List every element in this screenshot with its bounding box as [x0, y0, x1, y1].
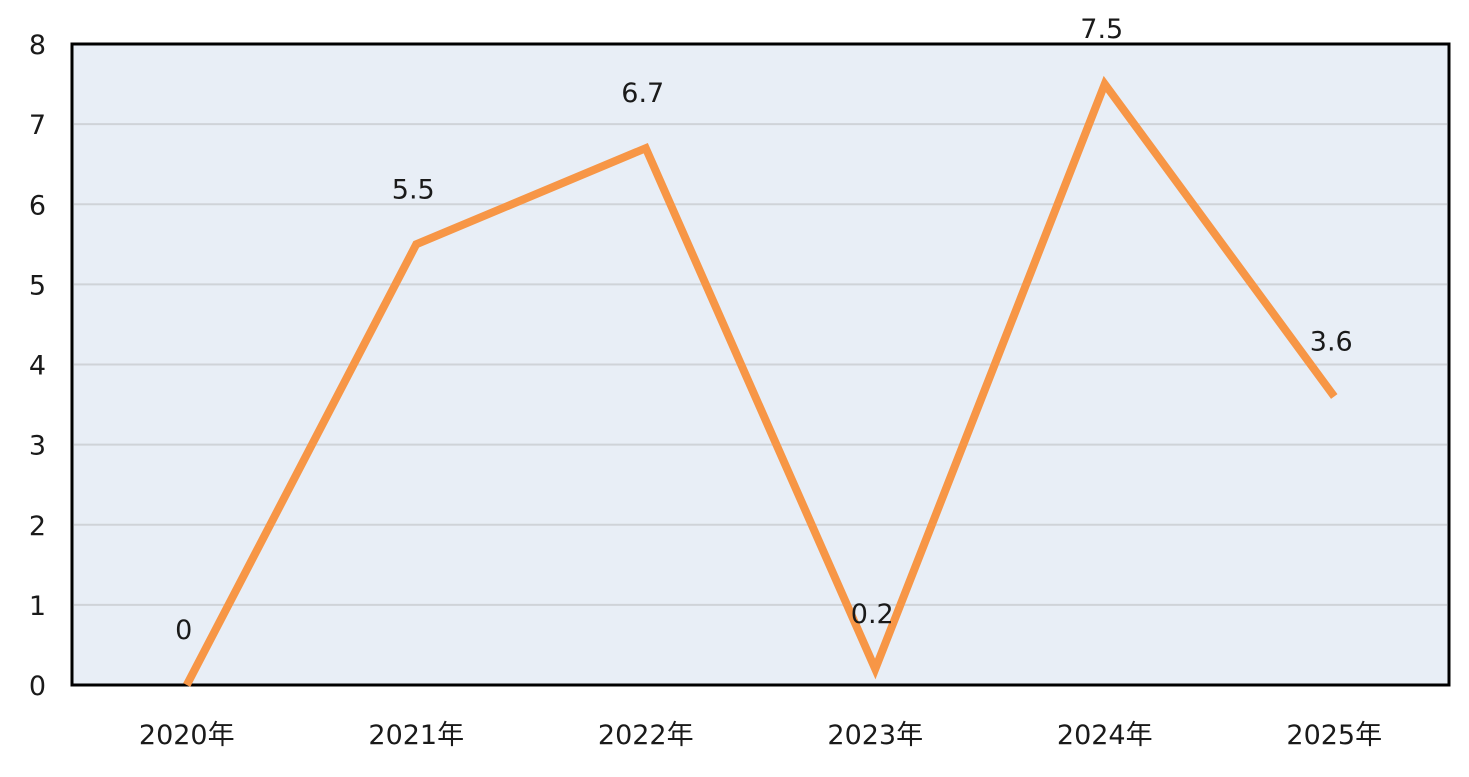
- data-label: 0: [175, 615, 192, 646]
- y-tick-label: 2: [29, 511, 46, 542]
- data-label: 7.5: [1080, 14, 1123, 45]
- y-tick-label: 6: [29, 190, 46, 221]
- data-label: 0.2: [851, 599, 894, 630]
- y-tick-label: 5: [29, 270, 46, 301]
- y-axis-ticks: 0 1 2 3 4 5 6 7 8: [29, 30, 46, 702]
- x-tick-label: 2023年: [827, 720, 923, 751]
- y-tick-label: 4: [29, 351, 46, 382]
- x-tick-label: 2022年: [598, 720, 694, 751]
- data-label: 6.7: [621, 78, 664, 109]
- y-tick-label: 7: [29, 110, 46, 141]
- y-tick-label: 0: [29, 671, 46, 702]
- x-tick-label: 2025年: [1286, 720, 1382, 751]
- x-tick-label: 2020年: [139, 720, 235, 751]
- y-tick-label: 8: [29, 30, 46, 61]
- y-tick-label: 3: [29, 431, 46, 462]
- y-tick-label: 1: [29, 591, 46, 622]
- data-label: 3.6: [1310, 327, 1353, 358]
- data-label: 5.5: [392, 174, 435, 205]
- x-tick-label: 2024年: [1057, 720, 1153, 751]
- x-axis-ticks: 2020年 2021年 2022年 2023年 2024年 2025年: [139, 720, 1382, 751]
- x-tick-label: 2021年: [368, 720, 464, 751]
